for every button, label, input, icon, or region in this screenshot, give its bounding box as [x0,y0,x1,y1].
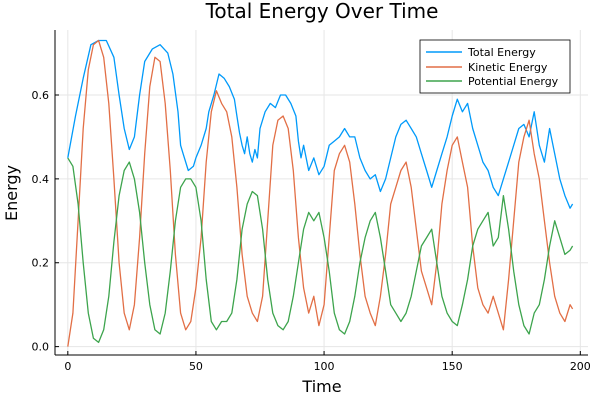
potential-energy-line [67,157,574,344]
x-tick-label-2: 100 [314,360,335,373]
x-tick-label-0: 0 [64,360,71,373]
y-axis-label: Energy [2,165,21,221]
x-tick-label-4: 200 [570,360,591,373]
legend-label-total: Total Energy [467,46,536,59]
x-axis-label: Time [301,377,341,396]
axes [54,30,588,356]
x-tick-label-1: 50 [189,360,203,373]
legend-label-kinetic: Kinetic Energy [468,61,548,74]
kinetic-energy-line [67,39,574,347]
legend: Total Energy Kinetic Energy Potential En… [419,39,571,94]
total-energy-line [67,39,574,209]
y-tick-label-2: 0.4 [32,173,50,186]
tick-labels: 0 50 100 150 200 0.0 0.2 0.4 0.6 [32,89,591,373]
y-tick-label-1: 0.2 [32,257,50,270]
series-lines [67,39,574,347]
gridlines [55,30,588,355]
x-tick-label-3: 150 [442,360,463,373]
legend-label-potential: Potential Energy [468,75,559,88]
y-tick-label-3: 0.6 [32,89,50,102]
y-tick-label-0: 0.0 [32,341,50,354]
chart-title: Total Energy Over Time [205,0,439,23]
